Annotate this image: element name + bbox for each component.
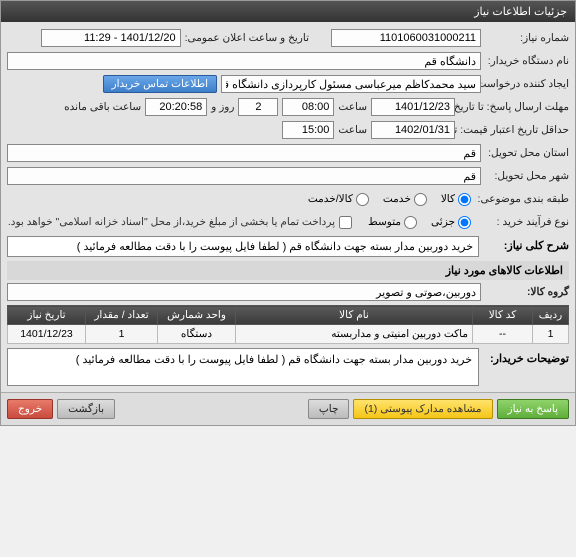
goods-group-field [7, 283, 481, 301]
validity-label: حداقل تاریخ اعتبار قیمت: تا تاریخ: [459, 124, 569, 136]
need-description-box: شرح کلی نیاز: خرید دوربین مدار بسته جهت … [7, 236, 569, 257]
payment-checkbox[interactable] [339, 216, 352, 229]
category-label: طبقه بندی موضوعی: [475, 193, 569, 205]
remain-label: ساعت باقی مانده [64, 101, 141, 113]
need-no-label: شماره نیاز: [485, 32, 569, 44]
remain-days-field [238, 98, 278, 116]
radio-goods-service[interactable]: کالا/خدمت [308, 193, 369, 206]
process-radio-group: جزئی متوسط [368, 216, 471, 229]
creator-label: ایجاد کننده درخواست: [485, 78, 569, 90]
exit-button[interactable]: خروج [7, 399, 53, 419]
cell-date: 1401/12/23 [8, 325, 86, 344]
details-panel: جزئیات اطلاعات نیاز شماره نیاز: تاریخ و … [0, 0, 576, 426]
items-table: ردیف کد کالا نام کالا واحد شمارش تعداد /… [7, 305, 569, 344]
deadline-date-field [371, 98, 455, 116]
cell-unit: دستگاه [158, 325, 236, 344]
delivery-city-label: شهر محل تحویل: [485, 170, 569, 182]
radio-goods-input[interactable] [458, 193, 471, 206]
cell-rowno: 1 [533, 325, 569, 344]
form-area: شماره نیاز: تاریخ و ساعت اعلان عمومی: نا… [1, 22, 575, 392]
payment-checkbox-row: پرداخت تمام یا بخشی از مبلغ خرید،از محل … [8, 216, 352, 229]
radio-medium[interactable]: متوسط [368, 216, 417, 229]
back-button[interactable]: بازگشت [57, 399, 115, 419]
col-unit: واحد شمارش [158, 306, 236, 325]
buyer-note-label: توضیحات خریدار: [485, 348, 569, 386]
need-no-field [331, 29, 481, 47]
cell-name: ماکت دوربین امنیتی و مداربسته [236, 325, 473, 344]
creator-field [221, 75, 481, 93]
radio-minor[interactable]: جزئی [431, 216, 471, 229]
announce-dt-field [41, 29, 181, 47]
items-header-row: ردیف کد کالا نام کالا واحد شمارش تعداد /… [8, 306, 569, 325]
goods-group-label: گروه کالا: [485, 286, 569, 298]
items-section-title: اطلاعات کالاهای مورد نیاز [7, 261, 569, 280]
buyer-org-field [7, 52, 481, 70]
col-code: کد کالا [473, 306, 533, 325]
buyer-org-label: نام دستگاه خریدار: [485, 55, 569, 67]
process-label: نوع فرآیند خرید : [475, 216, 569, 228]
delivery-province-field [7, 144, 481, 162]
contact-info-button[interactable]: اطلاعات تماس خریدار [103, 75, 217, 93]
category-radio-group: کالا خدمت کالا/خدمت [308, 193, 471, 206]
validity-time-field [282, 121, 334, 139]
table-row[interactable]: 1 -- ماکت دوربین امنیتی و مداربسته دستگا… [8, 325, 569, 344]
remain-time-field [145, 98, 207, 116]
radio-goods-service-input[interactable] [356, 193, 369, 206]
reply-button[interactable]: پاسخ به نیاز [497, 399, 569, 419]
footer-bar: پاسخ به نیاز مشاهده مدارک پیوستی (1) چاپ… [1, 392, 575, 425]
panel-titlebar: جزئیات اطلاعات نیاز [1, 1, 575, 22]
deadline-label: مهلت ارسال پاسخ: تا تاریخ: [459, 101, 569, 113]
col-qty: تعداد / مقدار [86, 306, 158, 325]
payment-note: پرداخت تمام یا بخشی از مبلغ خرید،از محل … [8, 216, 335, 228]
col-name: نام کالا [236, 306, 473, 325]
radio-service[interactable]: خدمت [383, 193, 427, 206]
attachments-button[interactable]: مشاهده مدارک پیوستی (1) [353, 399, 492, 419]
radio-minor-input[interactable] [458, 216, 471, 229]
time-label-1: ساعت [338, 101, 367, 113]
need-desc-label: شرح کلی نیاز: [485, 236, 569, 252]
delivery-province-label: استان محل تحویل: [485, 147, 569, 159]
radio-goods[interactable]: کالا [441, 193, 471, 206]
deadline-time-field [282, 98, 334, 116]
announce-dt-label: تاریخ و ساعت اعلان عمومی: [185, 32, 309, 44]
day-and-label: روز و [211, 101, 234, 113]
cell-code: -- [473, 325, 533, 344]
radio-medium-input[interactable] [404, 216, 417, 229]
cell-qty: 1 [86, 325, 158, 344]
time-label-2: ساعت [338, 124, 367, 136]
col-date: تاریخ نیاز [8, 306, 86, 325]
delivery-city-field [7, 167, 481, 185]
buyer-note-box: توضیحات خریدار: خرید دوربین مدار بسته جه… [7, 348, 569, 386]
col-row-no: ردیف [533, 306, 569, 325]
buyer-note-value: خرید دوربین مدار بسته جهت دانشگاه قم ( ل… [7, 348, 479, 386]
print-button[interactable]: چاپ [308, 399, 350, 419]
need-desc-value: خرید دوربین مدار بسته جهت دانشگاه قم ( ل… [7, 236, 479, 257]
radio-service-input[interactable] [414, 193, 427, 206]
validity-date-field [371, 121, 455, 139]
